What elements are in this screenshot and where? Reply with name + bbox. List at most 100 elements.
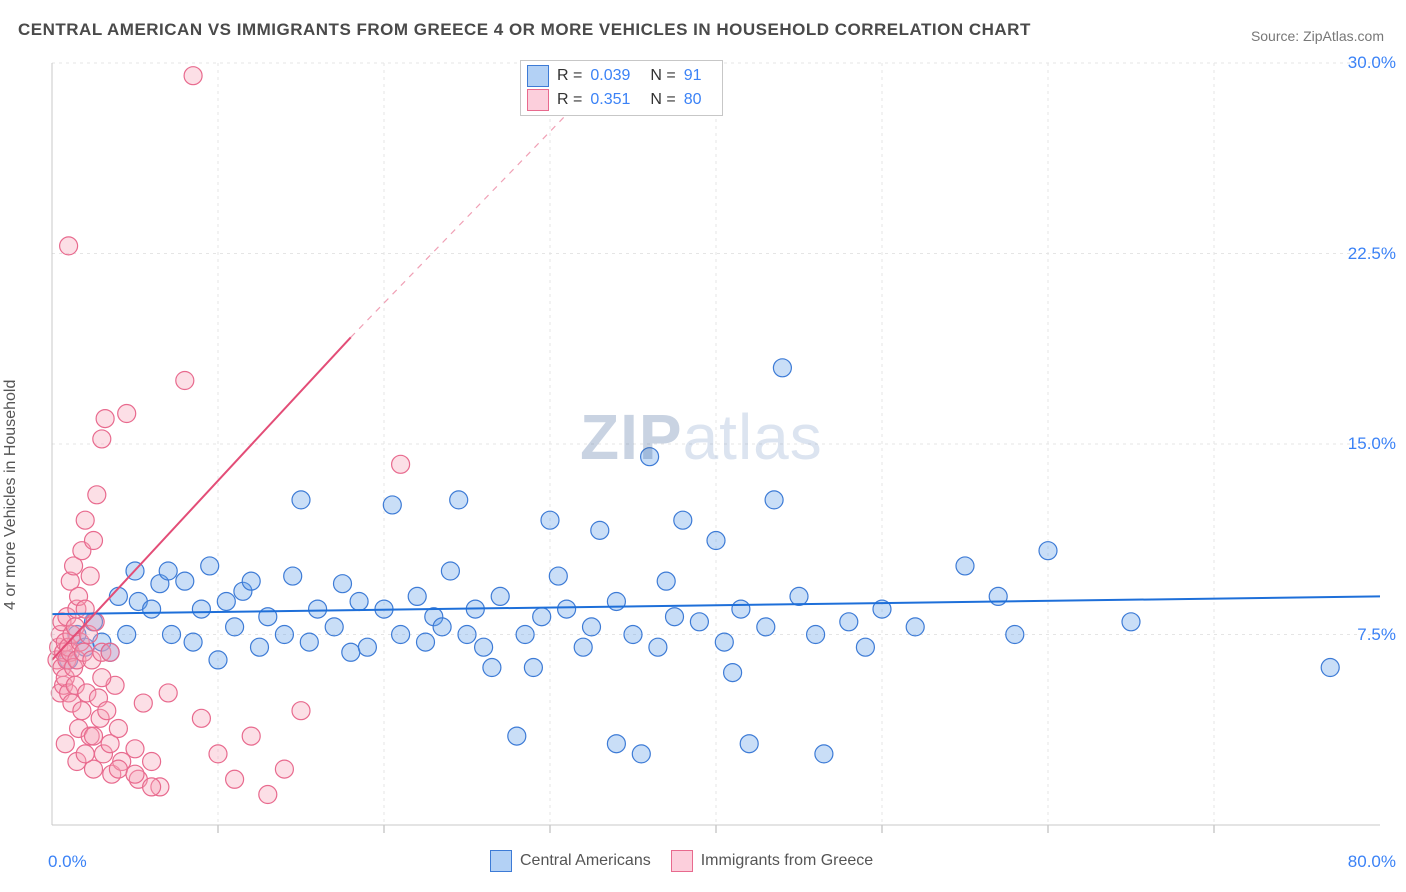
- data-point: [163, 626, 181, 644]
- x-axis-start-label: 0.0%: [48, 852, 87, 872]
- data-point: [1006, 626, 1024, 644]
- data-point: [450, 491, 468, 509]
- data-point: [508, 727, 526, 745]
- data-point: [757, 618, 775, 636]
- data-point: [85, 532, 103, 550]
- data-point: [275, 760, 293, 778]
- data-point: [1039, 542, 1057, 560]
- data-point: [666, 608, 684, 626]
- data-point: [226, 770, 244, 788]
- data-point: [574, 638, 592, 656]
- data-point: [807, 626, 825, 644]
- data-point: [649, 638, 667, 656]
- data-point: [350, 592, 368, 610]
- data-point: [541, 511, 559, 529]
- data-point: [632, 745, 650, 763]
- chart-title: CENTRAL AMERICAN VS IMMIGRANTS FROM GREE…: [18, 20, 1031, 40]
- data-point: [724, 664, 742, 682]
- stat-N-value: 91: [684, 67, 712, 85]
- data-point: [458, 626, 476, 644]
- y-axis-tick-label: 22.5%: [1348, 244, 1396, 264]
- x-axis-end-label: 80.0%: [1348, 852, 1396, 872]
- legend-swatch: [671, 850, 693, 872]
- data-point: [740, 735, 758, 753]
- data-point: [143, 778, 161, 796]
- data-point: [334, 575, 352, 593]
- legend-swatch: [527, 89, 549, 111]
- data-point: [607, 735, 625, 753]
- data-point: [583, 618, 601, 636]
- data-point: [81, 567, 99, 585]
- data-point: [109, 719, 127, 737]
- stat-R-value: 0.039: [590, 67, 642, 85]
- data-point: [217, 592, 235, 610]
- data-point: [292, 491, 310, 509]
- data-point: [607, 592, 625, 610]
- data-point: [732, 600, 750, 618]
- data-point: [184, 633, 202, 651]
- data-point: [1122, 613, 1140, 631]
- data-point: [342, 643, 360, 661]
- data-point: [251, 638, 269, 656]
- data-point: [192, 709, 210, 727]
- data-point: [143, 753, 161, 771]
- correlation-stats-legend: R = 0.039 N = 91 R = 0.351 N = 80: [520, 60, 723, 116]
- data-point: [491, 587, 509, 605]
- data-point: [657, 572, 675, 590]
- data-point: [192, 600, 210, 618]
- data-point: [483, 659, 501, 677]
- legend-item: Central Americans: [490, 850, 651, 872]
- data-point: [176, 572, 194, 590]
- data-point: [840, 613, 858, 631]
- data-point: [300, 633, 318, 651]
- data-point: [641, 448, 659, 466]
- stat-N-label: N =: [650, 91, 675, 109]
- data-point: [773, 359, 791, 377]
- data-point: [956, 557, 974, 575]
- stat-R-label: R =: [557, 67, 582, 85]
- data-point: [176, 372, 194, 390]
- y-axis-tick-label: 30.0%: [1348, 53, 1396, 73]
- data-point: [284, 567, 302, 585]
- data-point: [209, 651, 227, 669]
- legend-label: Immigrants from Greece: [701, 852, 873, 870]
- data-point: [126, 740, 144, 758]
- y-axis-label: 4 or more Vehicles in Household: [2, 380, 20, 610]
- data-point: [325, 618, 343, 636]
- data-point: [408, 587, 426, 605]
- correlation-scatter-chart: [44, 55, 1384, 845]
- data-point: [259, 786, 277, 804]
- data-point: [101, 643, 119, 661]
- data-point: [715, 633, 733, 651]
- data-point: [674, 511, 692, 529]
- y-axis-tick-label: 7.5%: [1357, 625, 1396, 645]
- data-point: [309, 600, 327, 618]
- data-point: [118, 626, 136, 644]
- data-point: [392, 626, 410, 644]
- data-point: [159, 684, 177, 702]
- data-point: [989, 587, 1007, 605]
- data-point: [93, 669, 111, 687]
- data-point: [690, 613, 708, 631]
- y-axis-tick-label: 15.0%: [1348, 434, 1396, 454]
- legend-swatch: [527, 65, 549, 87]
- data-point: [98, 702, 116, 720]
- stat-N-label: N =: [650, 67, 675, 85]
- stat-legend-row: R = 0.039 N = 91: [527, 65, 712, 87]
- data-point: [906, 618, 924, 636]
- data-point: [591, 521, 609, 539]
- data-point: [383, 496, 401, 514]
- data-point: [118, 405, 136, 423]
- data-point: [76, 511, 94, 529]
- stat-legend-row: R = 0.351 N = 80: [527, 89, 712, 111]
- stat-R-value: 0.351: [590, 91, 642, 109]
- data-point: [56, 735, 74, 753]
- data-point: [134, 694, 152, 712]
- legend-item: Immigrants from Greece: [671, 850, 873, 872]
- data-point: [707, 532, 725, 550]
- data-point: [558, 600, 576, 618]
- data-point: [209, 745, 227, 763]
- legend-label: Central Americans: [520, 852, 651, 870]
- data-point: [88, 486, 106, 504]
- data-point: [86, 613, 104, 631]
